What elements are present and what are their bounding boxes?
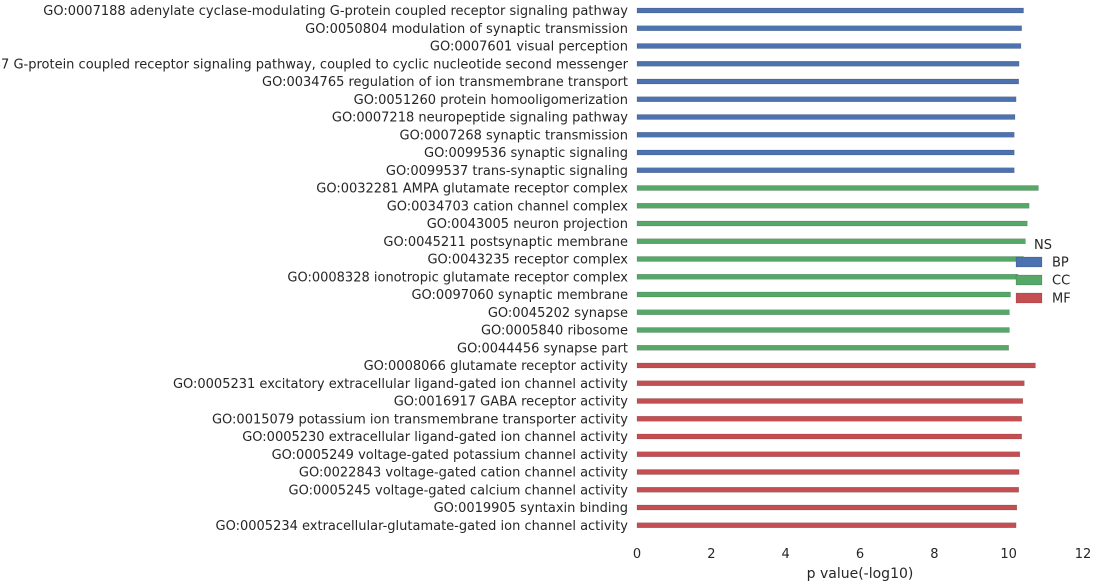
bar-cc — [636, 185, 1039, 191]
bar-bp — [636, 96, 1017, 102]
category-label: GO:0097060 synaptic membrane — [411, 288, 628, 303]
bar-cc — [636, 309, 1010, 315]
category-label: GO:0099536 synaptic signaling — [424, 146, 628, 161]
legend: NS BP CC MF — [1015, 238, 1071, 307]
category-label: GO:0007188 adenylate cyclase-modulating … — [43, 4, 628, 19]
legend-label: BP — [1052, 256, 1069, 271]
bar-cc — [636, 238, 1026, 244]
category-label: GO:0008066 glutamate receptor activity — [364, 359, 629, 374]
category-label: GO:0045202 synapse — [488, 306, 628, 321]
category-label: GO:0008328 ionotropic glutamate receptor… — [287, 270, 628, 285]
category-labels: GO:0007188 adenylate cyclase-modulating … — [0, 4, 629, 534]
legend-items: BP CC MF — [1015, 256, 1071, 307]
bar-mf — [636, 398, 1024, 404]
category-label: GO:0007187 G-protein coupled receptor si… — [0, 57, 629, 72]
category-label: GO:0051260 protein homooligomerization — [354, 93, 628, 108]
bar-cc — [636, 220, 1028, 227]
bar-cc — [636, 256, 1024, 262]
bar-cc — [636, 274, 1019, 280]
x-axis-label: p value(-log10) — [807, 566, 914, 582]
category-label: GO:0005230 extracellular ligand-gated io… — [242, 430, 628, 445]
category-label: GO:0005245 voltage-gated calcium channel… — [289, 483, 629, 498]
bar-bp — [636, 114, 1016, 120]
category-label: GO:0050804 modulation of synaptic transm… — [305, 22, 628, 37]
bar-mf — [636, 487, 1019, 493]
bar-cc — [636, 327, 1010, 333]
bar-bp — [636, 43, 1022, 49]
bar-bp — [636, 149, 1015, 156]
category-label: GO:0005234 extracellular-glutamate-gated… — [216, 519, 629, 534]
bar-mf — [636, 522, 1017, 528]
bar-mf — [636, 504, 1018, 511]
bar-cc — [636, 345, 1009, 351]
bar-cc — [636, 291, 1011, 298]
x-tick-label: 8 — [930, 547, 938, 562]
category-label: GO:0044456 synapse part — [457, 341, 628, 356]
bar-bp — [636, 132, 1015, 138]
bar-bp — [636, 167, 1015, 173]
legend-swatch-mf — [1015, 292, 1043, 304]
category-label: GO:0043235 receptor complex — [427, 253, 628, 268]
category-label: GO:0005249 voltage-gated potassium chann… — [272, 448, 629, 463]
category-label: GO:0007218 neuropeptide signaling pathwa… — [332, 111, 628, 126]
category-label: GO:0099537 trans-synaptic signaling — [386, 164, 628, 179]
x-tick-label: 4 — [782, 547, 790, 562]
category-label: GO:0005840 ribosome — [481, 324, 628, 339]
bar-mf — [636, 451, 1021, 457]
legend-swatch-cc — [1015, 274, 1043, 286]
category-label: GO:0016917 GABA receptor activity — [394, 395, 629, 410]
bar-bp — [636, 25, 1022, 31]
bar-mf — [636, 362, 1036, 369]
bar-mf — [636, 416, 1022, 422]
legend-swatch-bp — [1015, 256, 1043, 268]
legend-label: CC — [1052, 274, 1070, 289]
category-label: GO:0015079 potassium ion transmembrane t… — [212, 412, 628, 427]
bar-bp — [636, 78, 1019, 85]
x-tick-label: 10 — [1000, 547, 1017, 562]
x-tick-label: 6 — [856, 547, 864, 562]
category-label: GO:0045211 postsynaptic membrane — [383, 235, 628, 250]
bar-mf — [636, 469, 1020, 475]
category-label: GO:0022843 voltage-gated cation channel … — [299, 466, 628, 481]
category-label: GO:0019905 syntaxin binding — [434, 501, 628, 516]
bar-bp — [636, 7, 1024, 14]
category-label: GO:0034703 cation channel complex — [387, 199, 629, 214]
legend-label: MF — [1052, 292, 1071, 307]
legend-title: NS — [1034, 238, 1052, 253]
bars-layer — [636, 7, 1039, 528]
category-label: GO:0034765 regulation of ion transmembra… — [262, 75, 628, 90]
bar-cc — [636, 203, 1030, 209]
x-tick-label: 12 — [1075, 547, 1092, 562]
category-label: GO:0007268 synaptic transmission — [400, 128, 628, 143]
category-label: GO:0007601 visual perception — [430, 40, 628, 55]
category-label: GO:0032281 AMPA glutamate receptor compl… — [316, 182, 628, 197]
category-label: GO:0043005 neuron projection — [427, 217, 628, 232]
category-label: GO:0005231 excitatory extracellular liga… — [173, 377, 628, 392]
x-tick-label: 2 — [707, 547, 715, 562]
x-axis: 0 2 4 6 8 10 12 — [633, 547, 1091, 562]
bar-mf — [636, 380, 1025, 386]
x-tick-label: 0 — [633, 547, 641, 562]
bar-mf — [636, 433, 1022, 440]
bar-bp — [636, 61, 1020, 67]
